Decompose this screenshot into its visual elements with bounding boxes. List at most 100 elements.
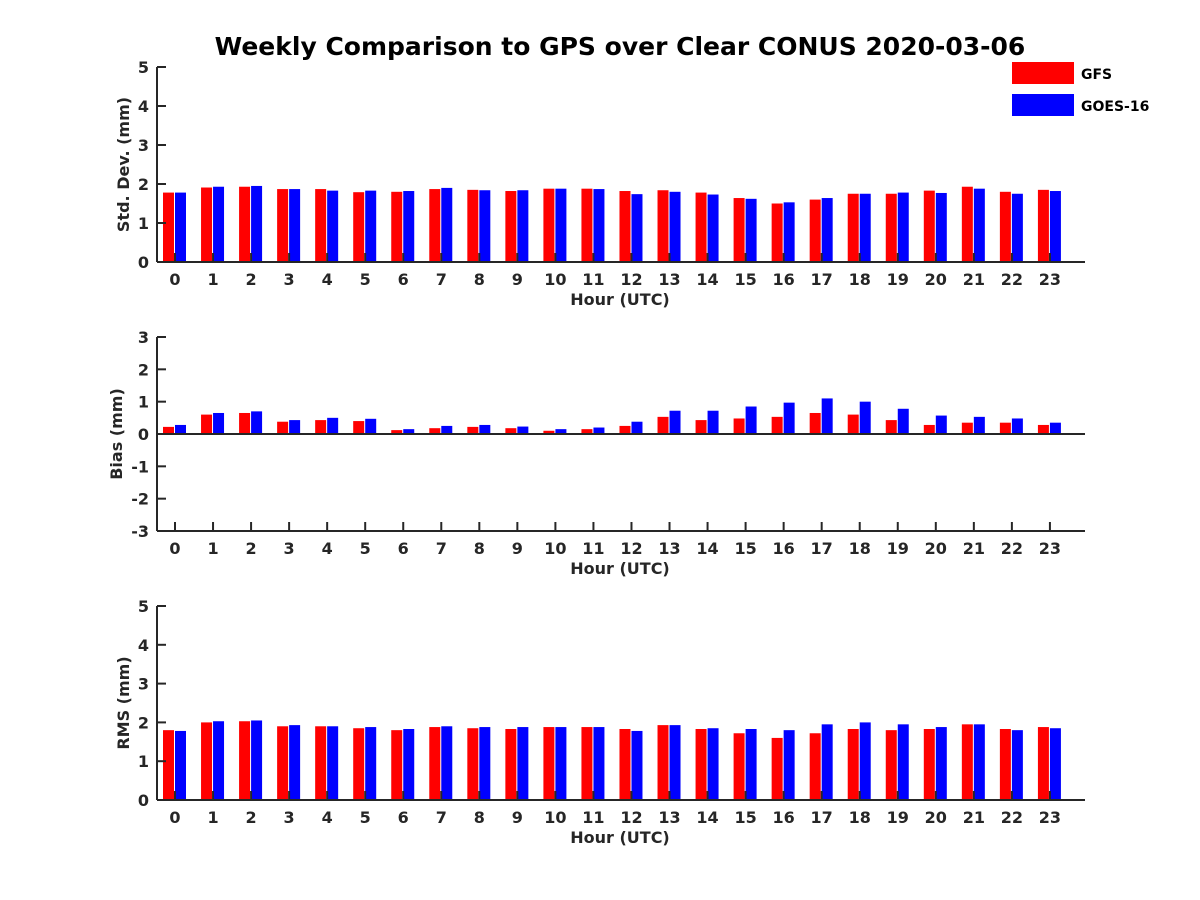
bar-goes16-hour-22 <box>1011 418 1023 434</box>
bar-gfs-hour-9 <box>505 191 517 262</box>
bar-gfs-hour-9 <box>505 729 517 800</box>
bar-gfs-hour-4 <box>315 726 327 800</box>
bar-gfs-hour-5 <box>353 728 365 800</box>
x-tick-label: 0 <box>169 539 180 558</box>
bar-goes16-hour-9 <box>517 727 529 800</box>
bar-goes16-hour-4 <box>327 417 339 434</box>
bar-gfs-hour-2 <box>239 186 251 262</box>
x-tick-label: 9 <box>512 270 523 289</box>
x-tick-label: 22 <box>1001 808 1023 827</box>
bar-gfs-hour-17 <box>809 199 821 262</box>
bar-gfs-hour-10 <box>543 727 555 800</box>
bar-goes16-hour-14 <box>707 728 719 800</box>
bar-gfs-hour-7 <box>429 189 441 262</box>
bar-gfs-hour-22 <box>999 729 1011 800</box>
x-tick-label: 0 <box>169 270 180 289</box>
y-tick-label: 0 <box>138 791 149 810</box>
bar-goes16-hour-17 <box>821 398 833 434</box>
x-tick-label: 5 <box>360 270 371 289</box>
x-tick-label: 6 <box>398 808 409 827</box>
y-tick-label: 5 <box>138 58 149 77</box>
x-tick-label: 11 <box>582 270 604 289</box>
x-tick-label: 20 <box>925 270 947 289</box>
bar-goes16-hour-6 <box>403 429 415 434</box>
bar-gfs-hour-5 <box>353 421 365 434</box>
bar-gfs-hour-10 <box>543 430 555 434</box>
bar-gfs-hour-0 <box>163 192 174 262</box>
bar-goes16-hour-21 <box>973 724 985 800</box>
x-tick-label: 10 <box>544 539 566 558</box>
bar-goes16-hour-0 <box>175 730 186 800</box>
x-tick-label: 5 <box>360 808 371 827</box>
bar-goes16-hour-19 <box>897 724 909 800</box>
x-tick-label: 12 <box>620 808 642 827</box>
bar-goes16-hour-11 <box>593 427 605 434</box>
y-tick-label: 3 <box>138 136 149 155</box>
bar-goes16-hour-7 <box>441 425 453 434</box>
x-tick-label: 19 <box>887 270 909 289</box>
x-tick-label: 16 <box>773 270 795 289</box>
bar-gfs-hour-16 <box>771 203 783 262</box>
x-tick-label: 22 <box>1001 270 1023 289</box>
bar-goes16-hour-7 <box>441 187 453 262</box>
bar-gfs-hour-2 <box>239 412 251 434</box>
x-tick-label: 20 <box>925 808 947 827</box>
x-tick-label: 15 <box>734 808 756 827</box>
bar-goes16-hour-14 <box>707 410 719 434</box>
bar-goes16-hour-13 <box>669 410 681 434</box>
bar-gfs-hour-1 <box>201 722 213 800</box>
bar-goes16-hour-18 <box>859 193 871 262</box>
x-tick-label: 17 <box>811 539 833 558</box>
y-tick-label: 4 <box>138 636 149 655</box>
x-tick-label: 2 <box>246 808 257 827</box>
bar-goes16-hour-15 <box>745 406 757 434</box>
bar-goes16-hour-23 <box>1049 422 1061 434</box>
bar-goes16-hour-23 <box>1049 191 1061 262</box>
bar-gfs-hour-15 <box>733 733 745 800</box>
y-tick-label: 1 <box>138 393 149 412</box>
bar-goes16-hour-23 <box>1049 728 1061 800</box>
bar-goes16-hour-15 <box>745 729 757 800</box>
bar-gfs-hour-7 <box>429 727 441 800</box>
bar-gfs-hour-0 <box>163 426 174 434</box>
bar-gfs-hour-15 <box>733 198 745 262</box>
bar-goes16-hour-19 <box>897 408 909 434</box>
x-tick-label: 21 <box>963 539 985 558</box>
bar-goes16-hour-6 <box>403 729 415 800</box>
y-axis-label: Bias (mm) <box>107 388 126 480</box>
bar-goes16-hour-3 <box>289 189 301 262</box>
bar-goes16-hour-12 <box>631 730 643 800</box>
bar-goes16-hour-8 <box>479 190 491 262</box>
bar-gfs-hour-23 <box>1037 727 1049 800</box>
x-tick-label: 5 <box>360 539 371 558</box>
bar-gfs-hour-8 <box>467 426 479 434</box>
bar-goes16-hour-0 <box>175 424 186 434</box>
x-tick-label: 3 <box>284 539 295 558</box>
bar-gfs-hour-1 <box>201 414 213 434</box>
y-tick-label: 5 <box>138 597 149 616</box>
bar-gfs-hour-3 <box>277 726 289 800</box>
bar-gfs-hour-12 <box>619 425 631 434</box>
x-tick-label: 22 <box>1001 539 1023 558</box>
bar-goes16-hour-8 <box>479 727 491 800</box>
x-tick-label: 18 <box>849 808 871 827</box>
y-tick-label: 3 <box>138 328 149 347</box>
bar-gfs-hour-11 <box>581 429 593 434</box>
bar-goes16-hour-11 <box>593 727 605 800</box>
bar-goes16-hour-9 <box>517 426 529 434</box>
bar-goes16-hour-3 <box>289 420 301 434</box>
bar-gfs-hour-20 <box>923 190 935 262</box>
bar-gfs-hour-23 <box>1037 424 1049 434</box>
y-tick-label: 3 <box>138 675 149 694</box>
y-tick-label: -3 <box>131 522 149 541</box>
bar-goes16-hour-12 <box>631 194 643 262</box>
bar-goes16-hour-1 <box>213 186 225 262</box>
bar-goes16-hour-8 <box>479 424 491 434</box>
bar-goes16-hour-17 <box>821 724 833 800</box>
x-tick-label: 4 <box>322 539 333 558</box>
bar-goes16-hour-22 <box>1011 193 1023 262</box>
x-axis-label: Hour (UTC) <box>570 290 670 309</box>
bar-gfs-hour-2 <box>239 721 251 800</box>
